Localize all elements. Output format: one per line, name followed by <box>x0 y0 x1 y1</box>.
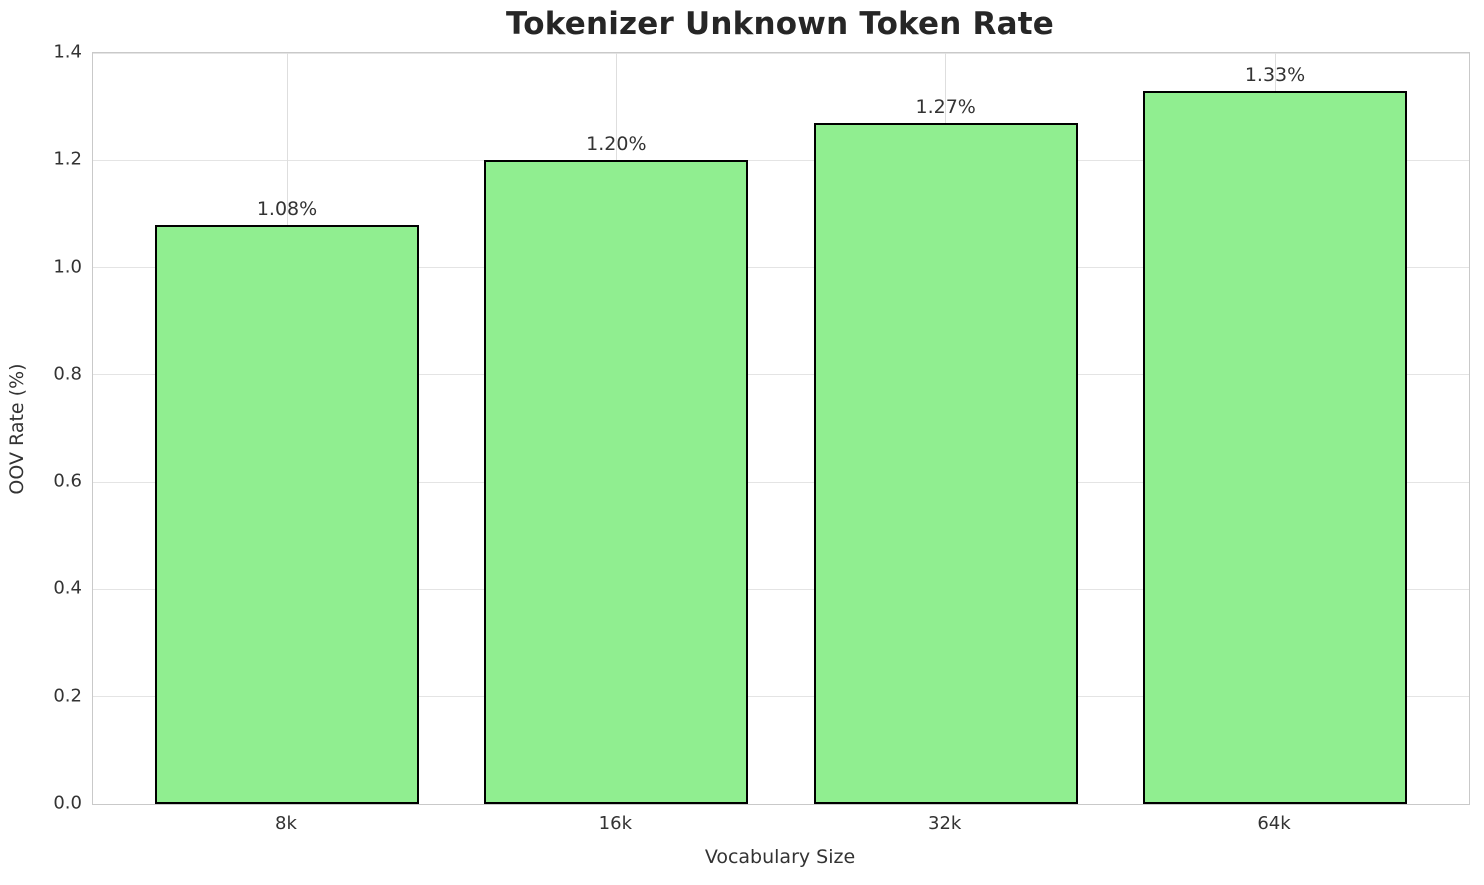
bar-value-label: 1.20% <box>586 133 647 156</box>
h-gridline <box>93 159 1469 161</box>
h-gridline <box>93 696 1469 698</box>
x-tick-label: 8k <box>275 813 297 834</box>
bar-32k <box>813 122 1078 804</box>
y-tick-label: 0.8 <box>53 363 82 385</box>
y-tick-label: 0.2 <box>53 685 82 707</box>
y-tick-label: 1.4 <box>53 41 82 63</box>
h-gridline <box>93 52 1469 54</box>
bar-16k <box>484 160 749 804</box>
h-gridline <box>93 267 1469 269</box>
h-gridline <box>93 481 1469 483</box>
bar-64k <box>1143 90 1407 804</box>
y-tick-label: 0.0 <box>53 792 82 814</box>
bar-value-label: 1.08% <box>256 197 318 220</box>
x-tick-label: 16k <box>598 813 632 834</box>
plot-area: 1.08% 1.20% 1.27% 1.33% <box>92 52 1470 805</box>
y-axis-label: OOV Rate (%) <box>6 363 28 495</box>
y-tick-label: 1.2 <box>53 148 82 170</box>
y-tick-label: 0.6 <box>53 470 82 492</box>
h-gridline <box>93 588 1469 590</box>
h-gridline <box>93 374 1469 376</box>
x-axis-label: Vocabulary Size <box>704 846 856 868</box>
bar-8k <box>155 224 419 804</box>
y-tick-label: 1.0 <box>53 256 82 278</box>
bar-value-label: 1.33% <box>1244 63 1306 86</box>
x-tick-label: 64k <box>1257 813 1291 834</box>
chart-title: Tokenizer Unknown Token Rate <box>506 6 1054 42</box>
bar-value-label: 1.27% <box>915 95 976 118</box>
x-tick-label: 32k <box>927 813 962 834</box>
y-tick-label: 0.4 <box>53 577 82 599</box>
